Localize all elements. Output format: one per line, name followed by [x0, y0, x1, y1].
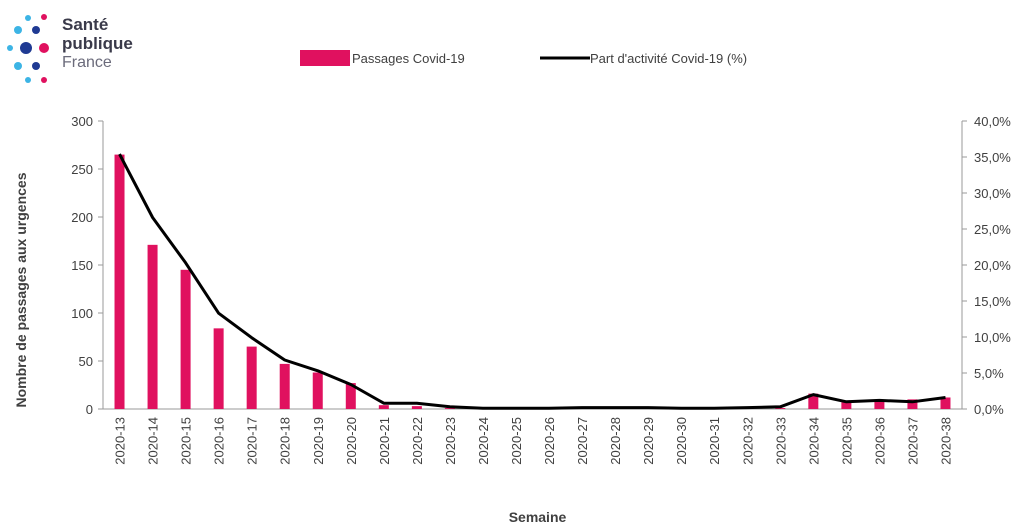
- x-tick-label: 2020-35: [839, 417, 854, 465]
- x-tick-label: 2020-13: [113, 417, 128, 465]
- y-tick-label: 50: [79, 354, 93, 369]
- y2-tick-label: 15,0%: [974, 294, 1011, 309]
- x-tick-labels: 2020-13 2020-14 2020-15 2020-16 2020-17 2020-…: [113, 417, 954, 465]
- x-tick-label: 2020-33: [773, 417, 788, 465]
- y-axis-title: Nombre de passages aux urgences: [13, 172, 29, 407]
- bar: [180, 269, 191, 409]
- legend: Passages Covid-19 Part d'activité Covid-…: [300, 50, 747, 66]
- y-tick-label: 300: [71, 114, 93, 129]
- bar: [775, 408, 786, 409]
- x-tick-label: 2020-37: [905, 417, 920, 465]
- x-tick-label: 2020-23: [443, 417, 458, 465]
- y2-tick-label: 35,0%: [974, 150, 1011, 165]
- bar: [841, 402, 852, 409]
- x-tick-label: 2020-36: [872, 417, 887, 465]
- x-tick-label: 2020-31: [707, 417, 722, 465]
- y2-tick-label: 20,0%: [974, 258, 1011, 273]
- bar: [147, 244, 158, 409]
- x-tick-label: 2020-15: [179, 417, 194, 465]
- x-tick-label: 2020-29: [641, 417, 656, 465]
- line-series: [118, 153, 946, 410]
- y-tick-label: 250: [71, 162, 93, 177]
- bar: [907, 399, 918, 409]
- y-tick-label: 150: [71, 258, 93, 273]
- y2-tick-label: 5,0%: [974, 366, 1004, 381]
- x-tick-label: 2020-18: [278, 417, 293, 465]
- bar: [444, 408, 455, 409]
- x-tick-label: 2020-19: [311, 417, 326, 465]
- x-tick-label: 2020-30: [674, 417, 689, 465]
- y2-tick-label: 0,0%: [974, 402, 1004, 417]
- y-tick-labels: 0 50 100 150 200 250 300: [71, 114, 93, 417]
- x-tick-label: 2020-14: [146, 417, 161, 465]
- x-tick-label: 2020-22: [410, 417, 425, 465]
- legend-label-part: Part d'activité Covid-19 (%): [590, 51, 747, 66]
- x-tick-label: 2020-16: [212, 417, 227, 465]
- sante-publique-france-logo: Santé publique France: [6, 10, 156, 90]
- bar: [312, 372, 323, 409]
- bars: [114, 154, 951, 409]
- x-axis-title: Semaine: [509, 509, 567, 525]
- bar: [246, 346, 257, 409]
- logo-text-line1: Santé: [62, 15, 109, 34]
- bar: [874, 400, 885, 409]
- x-tick-label: 2020-26: [542, 417, 557, 465]
- x-tick-label: 2020-21: [377, 417, 392, 465]
- logo-text-line3: France: [62, 54, 112, 71]
- legend-label-passages: Passages Covid-19: [352, 51, 465, 66]
- y2-tick-label: 25,0%: [974, 222, 1011, 237]
- bar: [279, 363, 290, 409]
- bar: [808, 393, 819, 409]
- y-tick-label: 100: [71, 306, 93, 321]
- bar: [378, 405, 389, 409]
- line-part-activite: [118, 153, 946, 410]
- y-tick-label: 0: [86, 402, 93, 417]
- x-tick-label: 2020-25: [509, 417, 524, 465]
- x-tick-label: 2020-20: [344, 417, 359, 465]
- y-tick-label: 200: [71, 210, 93, 225]
- bar: [114, 154, 125, 409]
- y2-tick-label: 10,0%: [974, 330, 1011, 345]
- logo-dots-icon: [7, 14, 49, 83]
- x-tick-label: 2020-24: [476, 417, 491, 465]
- bar: [940, 397, 951, 409]
- bar: [213, 328, 224, 409]
- logo-text-line2: publique: [62, 34, 133, 53]
- bar: [345, 383, 356, 409]
- x-tick-label: 2020-27: [575, 417, 590, 465]
- y2-tick-label: 40,0%: [974, 114, 1011, 129]
- x-tick-label: 2020-28: [608, 417, 623, 465]
- x-tick-label: 2020-17: [245, 417, 260, 465]
- y2-tick-label: 30,0%: [974, 186, 1011, 201]
- x-tick-label: 2020-32: [740, 417, 755, 465]
- x-tick-label: 2020-38: [938, 417, 953, 465]
- x-tick-label: 2020-34: [806, 417, 821, 465]
- axes: [98, 120, 967, 410]
- y2-tick-labels: 0,0% 5,0% 10,0% 15,0% 20,0% 25,0% 30,0% 35,0% 40…: [974, 114, 1011, 417]
- legend-swatch-passages: [300, 50, 350, 66]
- bar: [411, 406, 422, 409]
